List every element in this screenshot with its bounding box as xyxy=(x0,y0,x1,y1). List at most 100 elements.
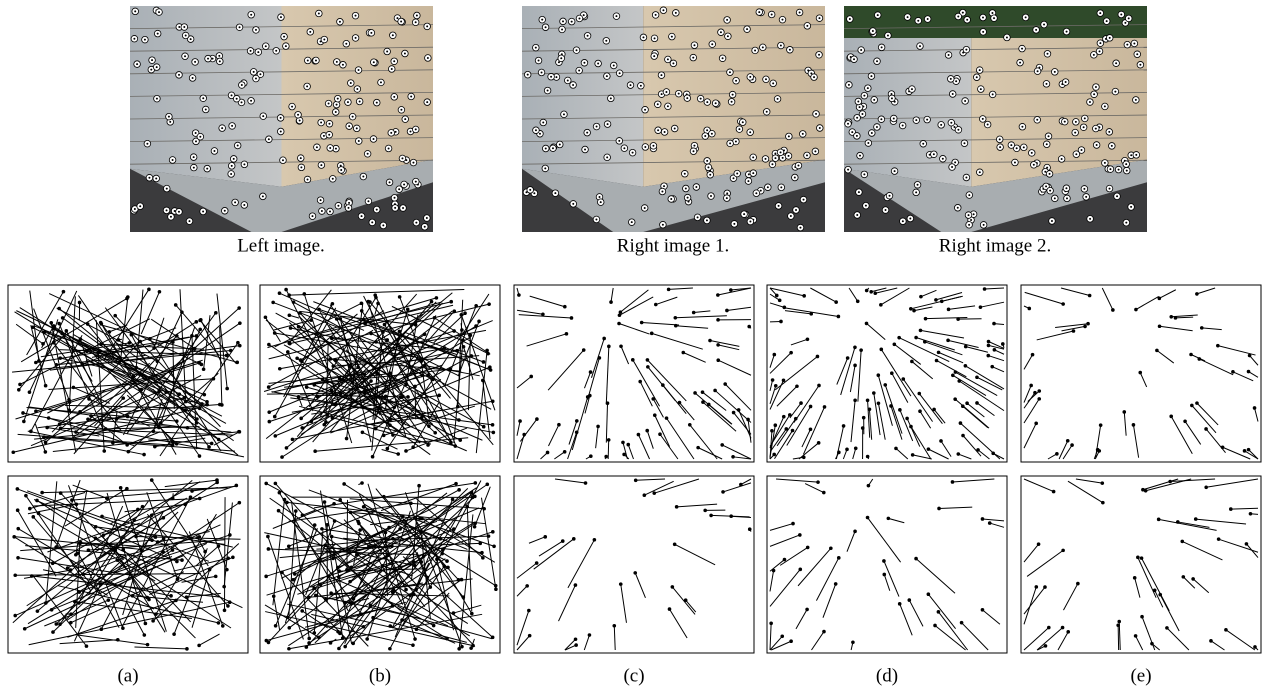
match-point xyxy=(449,368,453,372)
keypoint-center xyxy=(1135,99,1137,101)
keypoint-center xyxy=(539,133,541,135)
keypoint-center xyxy=(1120,13,1122,15)
match-point xyxy=(198,454,202,458)
keypoint-center xyxy=(678,93,680,95)
match-point xyxy=(606,401,610,405)
keypoint-center xyxy=(157,33,159,35)
match-point xyxy=(901,377,905,381)
match-point xyxy=(809,427,813,431)
keypoint-center xyxy=(653,55,655,57)
keypoint-center xyxy=(356,127,358,129)
match-point xyxy=(426,443,430,447)
keypoint-center xyxy=(1095,86,1097,88)
match-point xyxy=(391,588,395,592)
keypoint-center xyxy=(1093,93,1095,95)
match-point xyxy=(617,322,621,326)
match-point xyxy=(645,429,649,433)
match-point xyxy=(713,389,717,393)
keypoint-center xyxy=(190,38,192,40)
match-point xyxy=(879,303,883,307)
keypoint-center xyxy=(765,78,767,80)
match-point xyxy=(889,404,893,408)
match-point xyxy=(723,382,727,386)
keypoint-center xyxy=(818,17,820,19)
keypoint-center xyxy=(155,177,157,179)
match-point xyxy=(295,356,299,360)
keypoint-center xyxy=(867,87,869,89)
match-point xyxy=(563,305,567,309)
match-point xyxy=(867,484,871,488)
match-point xyxy=(217,621,221,625)
match-point xyxy=(147,288,151,292)
keypoint-center xyxy=(231,125,233,127)
match-point xyxy=(802,455,806,459)
match-point xyxy=(266,535,270,539)
photo xyxy=(522,6,825,232)
keypoint-center xyxy=(550,76,552,78)
match-point xyxy=(805,608,809,612)
keypoint-center xyxy=(631,221,633,223)
match-point xyxy=(853,345,857,349)
keypoint-center xyxy=(777,98,779,100)
match-point xyxy=(452,527,456,531)
match-point xyxy=(360,481,364,485)
keypoint-center xyxy=(889,195,891,197)
match-point xyxy=(299,417,303,421)
match-point xyxy=(1140,556,1144,560)
match-point xyxy=(917,392,921,396)
match-point xyxy=(271,301,275,305)
match-point xyxy=(701,390,705,394)
match-point xyxy=(198,361,202,365)
match-point xyxy=(45,426,49,430)
match-point xyxy=(408,593,412,597)
match-point xyxy=(492,544,496,548)
keypoint-center xyxy=(183,26,185,28)
keypoint-center xyxy=(1023,146,1025,148)
match-point xyxy=(302,292,306,296)
keypoint-center xyxy=(376,209,378,211)
match-point xyxy=(823,405,827,409)
match-point xyxy=(897,336,901,340)
keypoint-center xyxy=(735,80,737,82)
match-point xyxy=(1231,370,1235,374)
match-point xyxy=(13,614,17,618)
match-point xyxy=(953,397,957,401)
match-point xyxy=(86,322,90,326)
keypoint-center xyxy=(815,113,817,115)
keypoint-center xyxy=(250,14,252,16)
match-point xyxy=(939,439,943,443)
match-point xyxy=(1076,582,1080,586)
keypoint-center xyxy=(965,49,967,51)
match-point xyxy=(589,370,593,374)
match-point xyxy=(107,598,111,602)
match-point xyxy=(822,630,826,634)
keypoint-center xyxy=(722,57,724,59)
keypoint-center xyxy=(321,210,323,212)
match-point xyxy=(570,316,574,320)
keypoint-center xyxy=(983,224,985,226)
match-point xyxy=(924,317,928,321)
match-point xyxy=(322,423,326,427)
match-point xyxy=(16,487,20,491)
keypoint-center xyxy=(962,12,964,14)
keypoint-center xyxy=(891,97,893,99)
match-point xyxy=(1133,576,1137,580)
keypoint-center xyxy=(610,97,612,99)
match-point xyxy=(665,416,669,420)
keypoint-center xyxy=(178,26,180,28)
match-point xyxy=(673,542,677,546)
match-point xyxy=(362,625,366,629)
match-point xyxy=(235,484,239,488)
keypoint-center xyxy=(726,197,728,199)
keypoint-center xyxy=(409,131,411,133)
keypoint-center xyxy=(347,101,349,103)
match-point xyxy=(451,498,455,502)
match-point xyxy=(13,573,17,577)
match-point xyxy=(789,351,793,355)
keypoint-center xyxy=(619,72,621,74)
keypoint-center xyxy=(1075,121,1077,123)
match-point xyxy=(31,515,35,519)
keypoint-center xyxy=(398,188,400,190)
match-point xyxy=(909,307,913,311)
keypoint-center xyxy=(684,173,686,175)
